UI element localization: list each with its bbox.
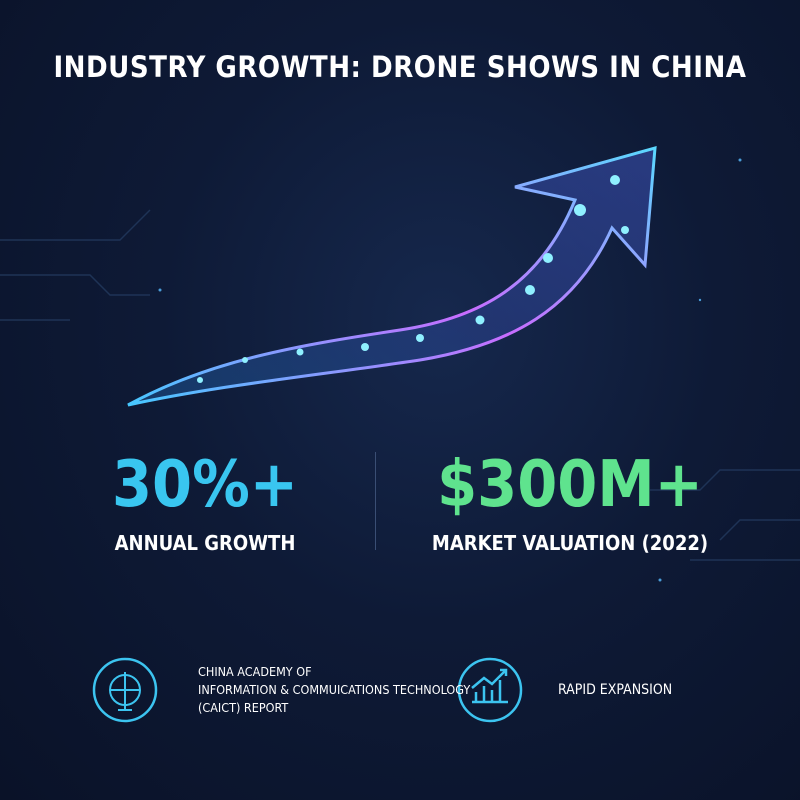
- expansion-note: RAPID EXPANSION: [558, 681, 672, 699]
- source-note: CHINA ACADEMY OF INFORMATION & COMMUICAT…: [198, 663, 470, 717]
- circuit: [0, 209, 151, 241]
- circuit: [719, 519, 800, 541]
- drone: [525, 285, 535, 295]
- icon-ring: [92, 657, 158, 723]
- stat-value: 30%+: [111, 448, 299, 522]
- drone: [416, 334, 424, 342]
- stat: 30%+ ANNUAL GROWTH: [35, 445, 375, 555]
- stat-value: $300M+: [437, 448, 703, 522]
- drone: [574, 204, 586, 216]
- divider: [375, 452, 376, 550]
- drone: [296, 348, 304, 356]
- sparkles: [158, 73, 742, 582]
- title: INDUSTRY GROWTH: DRONE SHOWS IN CHINA: [53, 50, 747, 84]
- drone: [610, 175, 620, 185]
- drone: [242, 357, 248, 363]
- sparkle: [158, 288, 162, 292]
- drone: [475, 315, 485, 325]
- stat: $300M+ MARKET VALUATION (2022): [400, 445, 740, 555]
- stat-label: MARKET VALUATION (2022): [431, 531, 709, 555]
- circuit: [0, 274, 150, 296]
- drone: [197, 377, 203, 383]
- stat-label: ANNUAL GROWTH: [114, 531, 296, 555]
- icon-ring: [457, 657, 523, 723]
- drone: [543, 253, 553, 263]
- icons: [92, 657, 523, 723]
- drones: [197, 175, 629, 383]
- drone: [361, 343, 369, 351]
- sparkle: [718, 73, 722, 77]
- sparkle: [738, 158, 742, 162]
- tower-icon: [110, 672, 140, 711]
- expansion-line: RAPID EXPANSION: [558, 682, 673, 698]
- circuit-lines: [0, 209, 800, 561]
- circuit: [650, 469, 800, 491]
- drone: [621, 226, 629, 234]
- growth-arrow: [127, 145, 657, 407]
- sparkle: [658, 578, 662, 582]
- source-line: CHINA ACADEMY OF: [198, 664, 312, 679]
- chart-icon: [471, 668, 508, 704]
- source-line: (CAICT) REPORT: [198, 700, 289, 715]
- source-line: INFORMATION & COMMUICATIONS TECHNOLOGY: [198, 682, 471, 697]
- sparkle: [698, 298, 702, 302]
